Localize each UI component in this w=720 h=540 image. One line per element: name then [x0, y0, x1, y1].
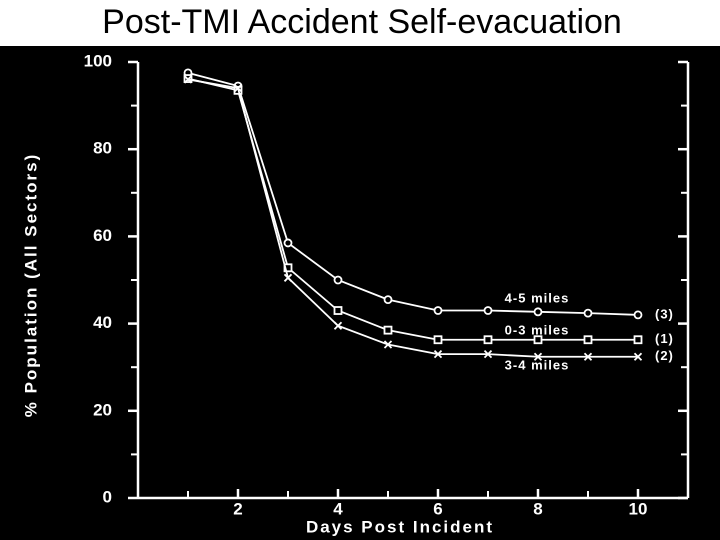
- x-tick-label: 6: [433, 499, 442, 518]
- series-tag: (2): [655, 348, 674, 363]
- marker-x: [433, 349, 443, 359]
- series-line: [187, 78, 638, 358]
- marker-square: [383, 325, 393, 335]
- marker-x: [183, 75, 193, 84]
- x-tick-label: 10: [629, 499, 648, 518]
- series-tag: (3): [655, 306, 674, 321]
- marker-square: [433, 335, 443, 345]
- marker-square: [533, 335, 543, 345]
- marker-x: [383, 340, 393, 349]
- marker-circle: [533, 307, 543, 317]
- marker-circle: [583, 308, 593, 318]
- marker-square: [483, 335, 493, 345]
- marker-x: [583, 352, 593, 361]
- y-tick-label: 40: [93, 313, 112, 332]
- y-axis-label: % Population (All Sectors): [21, 153, 40, 418]
- x-tick-label: 8: [533, 499, 542, 518]
- x-tick-label: 2: [233, 499, 242, 518]
- marker-x: [533, 352, 543, 361]
- y-tick-label: 80: [93, 139, 112, 158]
- marker-square: [583, 335, 593, 345]
- series-label: 3-4 miles: [505, 357, 570, 372]
- x-tick-label: 4: [333, 499, 343, 518]
- marker-square: [333, 306, 343, 315]
- marker-circle: [283, 238, 293, 248]
- marker-x: [333, 321, 343, 330]
- marker-x: [633, 352, 643, 361]
- marker-circle: [383, 295, 393, 305]
- series-line: [187, 72, 639, 316]
- y-tick-label: 60: [93, 226, 112, 245]
- series-label: 4-5 miles: [505, 290, 570, 305]
- series-label: 0-3 miles: [505, 322, 570, 337]
- marker-circle: [483, 306, 493, 315]
- y-tick-label: 20: [93, 400, 112, 419]
- series-tag: (1): [655, 331, 674, 346]
- chart-title: Post-TMI Accident Self-evacuation: [102, 3, 622, 41]
- marker-x: [483, 349, 493, 359]
- marker-x: [283, 273, 293, 282]
- marker-circle: [333, 275, 343, 285]
- marker-square: [633, 335, 643, 345]
- y-tick-label: 100: [84, 51, 112, 70]
- marker-circle: [433, 306, 443, 315]
- title-band: [0, 0, 720, 46]
- marker-circle: [633, 310, 643, 320]
- y-tick-label: 0: [103, 487, 112, 506]
- chart-background: [0, 46, 720, 540]
- x-axis-label: Days Post Incident: [306, 517, 494, 536]
- series-line: [187, 77, 638, 341]
- marker-x: [233, 84, 243, 93]
